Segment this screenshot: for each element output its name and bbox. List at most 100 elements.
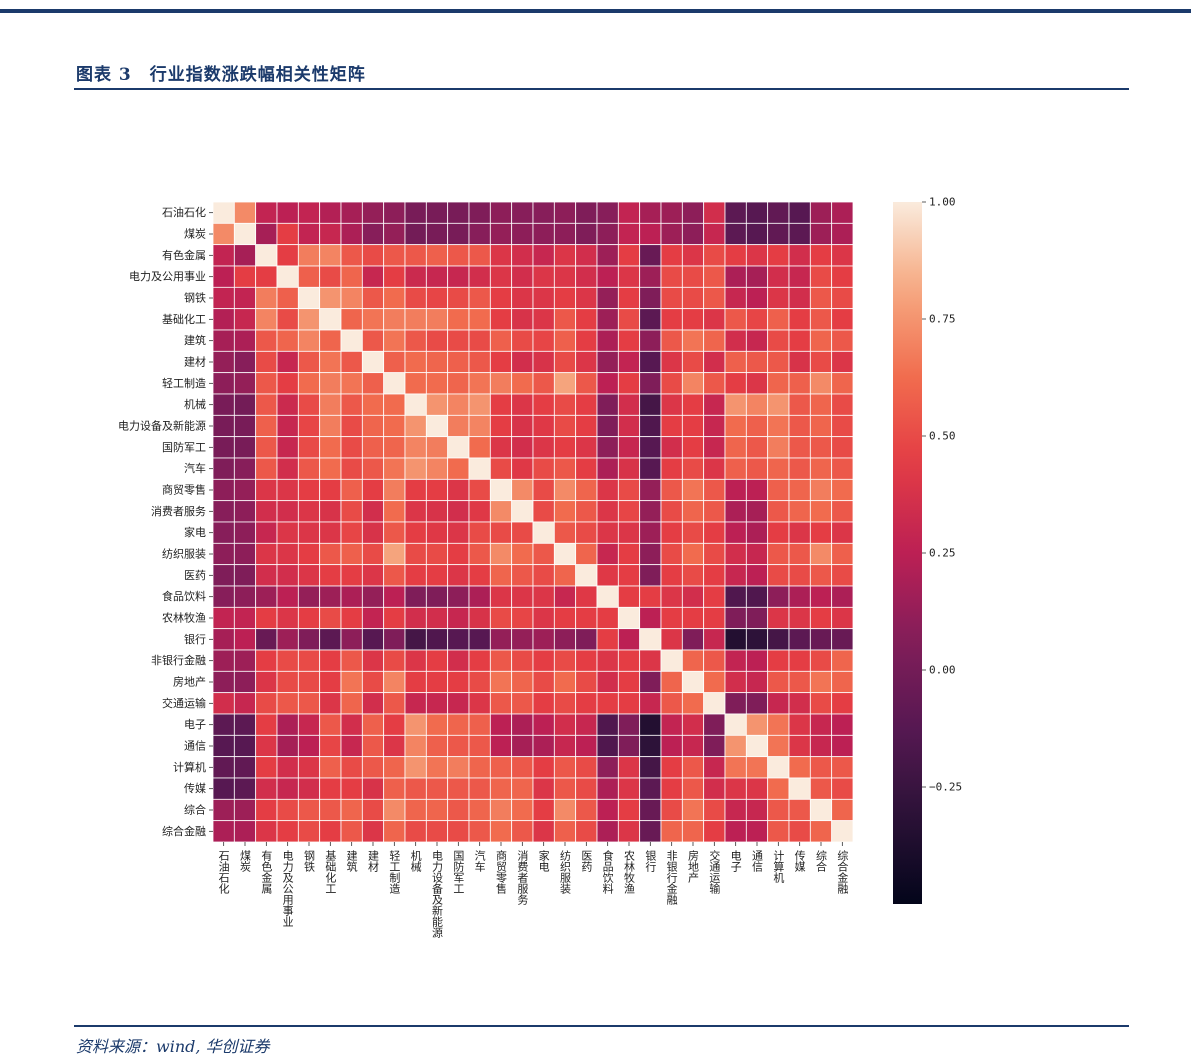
heatmap-cell — [809, 222, 833, 246]
heatmap-cell — [468, 265, 491, 288]
heatmap-cell — [745, 798, 769, 822]
heatmap-cell — [596, 436, 619, 459]
heatmap-cell — [404, 478, 427, 502]
heatmap-cell — [809, 286, 833, 310]
heatmap-cell — [767, 564, 790, 587]
heatmap-cell — [553, 329, 577, 352]
heatmap-cell — [212, 606, 235, 630]
heatmap-cell — [361, 542, 385, 566]
heatmap-cell — [553, 734, 577, 758]
heatmap-cell — [425, 222, 449, 246]
heatmap-cell — [511, 414, 534, 438]
heatmap-cell — [703, 756, 726, 779]
heatmap-cell — [703, 286, 726, 310]
y-tick-label: 综合金融 — [162, 824, 206, 838]
x-tick-label: 有色金属 — [260, 849, 273, 895]
heatmap-cell — [276, 350, 299, 374]
heatmap-cell — [255, 798, 278, 822]
x-tick-label: 计算机 — [772, 850, 785, 883]
heatmap-cell — [297, 585, 321, 608]
heatmap-cell — [383, 308, 406, 331]
heatmap-cell — [767, 713, 790, 736]
heatmap-cell — [212, 713, 235, 736]
heatmap-cell — [361, 820, 385, 843]
heatmap-cell — [447, 500, 470, 523]
heatmap-cell — [703, 500, 726, 523]
heatmap-cell — [319, 606, 342, 630]
heatmap-cell — [767, 798, 790, 822]
heatmap-cell — [361, 308, 385, 331]
heatmap-cell — [617, 798, 641, 822]
heatmap-cell — [276, 500, 299, 523]
heatmap-cell — [212, 201, 235, 224]
heatmap-cell — [745, 372, 769, 395]
heatmap-cell — [255, 308, 278, 331]
heatmap-cell — [809, 478, 833, 502]
heatmap-cell — [447, 372, 470, 395]
heatmap-cell — [553, 585, 577, 608]
heatmap-cell — [745, 564, 769, 587]
heatmap-cell — [681, 692, 705, 715]
heatmap-cell — [575, 542, 598, 566]
heatmap-cell — [361, 414, 385, 438]
heatmap-cell — [276, 756, 299, 779]
heatmap-cell — [255, 329, 278, 352]
heatmap-cell — [276, 777, 299, 800]
heatmap-cell — [553, 564, 577, 587]
y-tick-label: 电力设备及新能源 — [118, 419, 206, 433]
heatmap-cell — [468, 308, 491, 331]
heatmap-cell — [383, 350, 406, 374]
heatmap-cell — [724, 329, 747, 352]
heatmap-cell — [297, 606, 321, 630]
heatmap-cell — [212, 265, 235, 288]
heatmap-cell — [511, 585, 534, 608]
heatmap-cell — [831, 414, 854, 438]
heatmap-cell — [255, 692, 278, 715]
heatmap-cell — [319, 201, 342, 224]
heatmap-cell — [660, 457, 683, 480]
heatmap-cell — [340, 286, 363, 310]
heatmap-cell — [447, 414, 470, 438]
heatmap-cell — [468, 564, 491, 587]
heatmap-cell — [809, 414, 833, 438]
heatmap-cell — [639, 521, 662, 544]
heatmap-cell — [233, 500, 257, 523]
heatmap-cell — [681, 798, 705, 822]
heatmap-cell — [703, 350, 726, 374]
heatmap-cell — [831, 222, 854, 246]
heatmap-cell — [767, 372, 790, 395]
heatmap-cell — [404, 457, 427, 480]
heatmap-cell — [681, 734, 705, 758]
heatmap-cell — [596, 500, 619, 523]
heatmap-cell — [425, 670, 449, 694]
heatmap-cell — [788, 734, 811, 758]
x-tick-label: 钢铁 — [303, 850, 316, 872]
heatmap-cell — [831, 329, 854, 352]
heatmap-cell — [639, 777, 662, 800]
heatmap-cell — [660, 329, 683, 352]
x-tick-label: 电力及公用事业 — [281, 850, 294, 927]
heatmap-cell — [447, 329, 470, 352]
heatmap-cell — [617, 265, 641, 288]
heatmap-cell — [809, 201, 833, 224]
heatmap-cell — [724, 244, 747, 267]
heatmap-cell — [745, 606, 769, 630]
heatmap-cell — [724, 478, 747, 502]
x-tick-label: 电子 — [729, 850, 742, 872]
heatmap-cell — [788, 649, 811, 672]
heatmap-cell — [447, 201, 470, 224]
heatmap-cell — [212, 521, 235, 544]
heatmap-cell — [319, 393, 342, 416]
heatmap-cell — [575, 820, 598, 843]
heatmap-cell — [596, 798, 619, 822]
heatmap-cell — [703, 542, 726, 566]
heatmap-cell — [575, 606, 598, 630]
heatmap-cell — [255, 350, 278, 374]
heatmap-cell — [511, 756, 534, 779]
heatmap-cell — [361, 628, 385, 651]
heatmap-cell — [255, 414, 278, 438]
heatmap-cell — [447, 393, 470, 416]
heatmap-cell — [319, 222, 342, 246]
heatmap-cell — [212, 756, 235, 779]
